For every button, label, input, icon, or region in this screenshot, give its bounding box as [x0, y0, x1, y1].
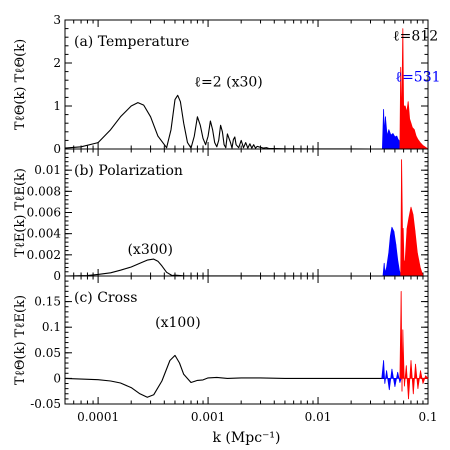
y-tick-label: 0 — [53, 371, 61, 385]
y-tick-label: 0.1 — [42, 320, 61, 334]
y-tick-label: 0 — [53, 269, 61, 283]
y-tick-label: 0.004 — [27, 227, 62, 241]
x-tick-label: 0.1 — [418, 410, 437, 424]
y-tick-label: 0.006 — [27, 206, 61, 220]
y-tick-label: 0 — [53, 142, 61, 156]
y-tick-label: 0.05 — [34, 346, 61, 360]
panel-label: (a) Temperature — [74, 34, 189, 50]
annotation: (x300) — [127, 242, 173, 258]
series-envelope-2 — [399, 28, 429, 150]
y-tick-label: 0.008 — [27, 184, 61, 198]
series-envelope-1 — [381, 360, 402, 391]
series-line-0 — [64, 94, 385, 150]
annotation: ℓ=2 (x30) — [194, 75, 262, 91]
panel-frame — [64, 275, 429, 405]
annotation: (x100) — [155, 315, 201, 331]
y-tick-label: 1 — [53, 99, 61, 113]
x-tick-label: 0.01 — [305, 410, 332, 424]
x-tick-label: 0.0001 — [77, 410, 119, 424]
annotation: ℓ=531 — [395, 69, 440, 85]
y-axis-label: TℓE(k) TℓE(k) — [13, 168, 28, 257]
y-tick-label: 0.002 — [27, 248, 61, 262]
y-tick-label: 0.15 — [34, 295, 61, 309]
x-tick-label: 0.001 — [191, 410, 225, 424]
panel-label: (c) Cross — [74, 290, 137, 306]
annotation: ℓ=812 — [393, 29, 438, 45]
y-tick-label: -0.05 — [30, 397, 61, 411]
y-axis-label: TℓΘ(k) TℓΘ(k) — [13, 39, 28, 130]
x-axis-label: k (Mpc⁻¹) — [213, 430, 281, 446]
y-axis-label: TℓΘ(k) TℓE(k) — [13, 295, 28, 385]
series-envelope-2 — [400, 159, 424, 277]
series-line-0 — [64, 258, 385, 277]
y-tick-label: 2 — [53, 56, 61, 70]
y-tick-label: 3 — [53, 13, 61, 27]
panel-label: (b) Polarization — [74, 163, 183, 179]
series-line-0 — [64, 354, 385, 398]
y-tick-label: 0.01 — [34, 163, 61, 177]
